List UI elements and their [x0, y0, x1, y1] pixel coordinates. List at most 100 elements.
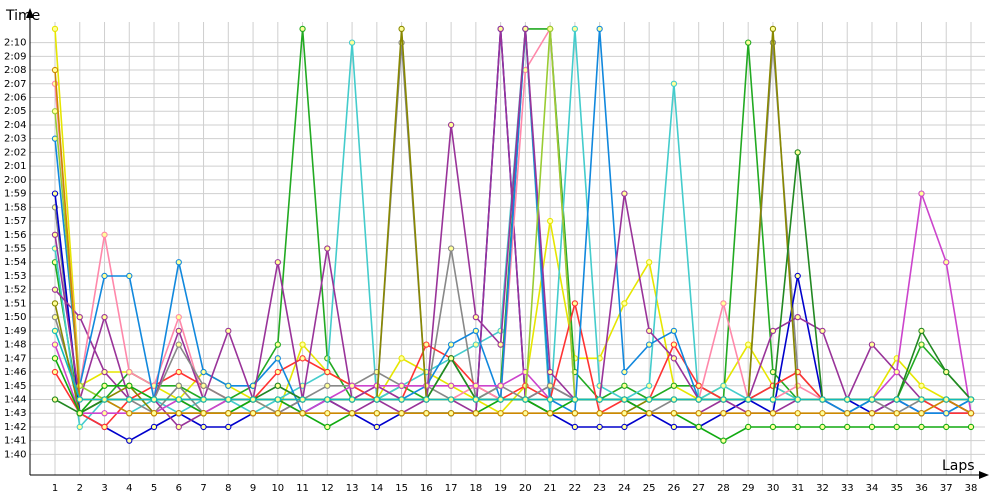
x-tick-label: 27 [692, 483, 705, 494]
data-point [299, 25, 306, 33]
x-tick-label: 36 [915, 483, 928, 494]
data-point [126, 368, 133, 376]
data-point [126, 272, 133, 280]
y-tick-label: 1:43 [4, 408, 26, 419]
data-point [348, 39, 356, 46]
data-point [571, 423, 579, 431]
data-point [769, 327, 777, 335]
data-point [868, 396, 876, 403]
data-point [695, 410, 702, 417]
y-tick-label: 1:42 [4, 422, 26, 433]
x-tick-label: 37 [940, 483, 953, 494]
data-point [51, 327, 59, 335]
x-tick-label: 14 [370, 483, 383, 494]
data-point [175, 341, 182, 348]
data-point [522, 410, 529, 417]
data-point [225, 327, 232, 335]
data-point [571, 410, 579, 417]
data-point [447, 396, 455, 403]
x-tick-label: 13 [346, 483, 359, 494]
x-tick-label: 22 [569, 483, 582, 494]
data-point [918, 341, 925, 348]
data-point [423, 396, 430, 403]
data-point [943, 368, 950, 376]
data-point [51, 355, 59, 362]
data-point [918, 396, 925, 403]
y-tick-label: 2:06 [4, 93, 26, 104]
data-point [745, 396, 752, 403]
x-tick-label: 19 [494, 483, 507, 494]
data-point [695, 382, 702, 389]
data-point [398, 355, 405, 362]
x-tick-label: 4 [126, 483, 132, 494]
data-point [646, 259, 653, 266]
data-point [472, 327, 480, 335]
data-point [299, 355, 306, 362]
y-tick-label: 1:57 [4, 216, 26, 227]
data-point [324, 368, 331, 376]
data-point [51, 190, 59, 197]
data-point [943, 259, 950, 266]
data-point [274, 355, 281, 362]
x-tick-label: 20 [519, 483, 532, 494]
data-point [274, 341, 281, 348]
data-point [274, 368, 281, 376]
data-point [497, 382, 504, 389]
data-point [200, 410, 207, 417]
x-tick-label: 23 [593, 483, 606, 494]
data-point [299, 341, 306, 348]
y-tick-label: 1:55 [4, 244, 26, 255]
data-point [695, 396, 702, 403]
x-tick-label: 1 [52, 483, 58, 494]
data-point [844, 396, 851, 403]
x-tick-label: 15 [395, 483, 408, 494]
data-point [101, 231, 108, 238]
x-tick-label: 30 [767, 483, 780, 494]
data-point [51, 341, 59, 348]
data-point [274, 396, 281, 403]
data-point [646, 382, 653, 389]
y-axis-arrow [26, 8, 34, 18]
y-tick-label: 1:48 [4, 340, 26, 351]
data-point [447, 410, 455, 417]
data-point [522, 396, 529, 403]
y-tick-label: 2:00 [4, 175, 26, 186]
data-point [893, 368, 900, 376]
data-point [621, 190, 628, 197]
y-tick-label: 1:53 [4, 271, 26, 282]
x-tick-label: 32 [816, 483, 829, 494]
x-tick-label: 28 [717, 483, 730, 494]
data-point [918, 410, 925, 417]
y-tick-labels: 1:40 1:41 1:42 1:43 1:44 1:45 1:46 1:47 1:48 1:49… [4, 38, 26, 461]
data-point [200, 423, 207, 431]
data-point [794, 313, 801, 321]
x-tick-label: 18 [469, 483, 482, 494]
y-axis-title: Time [5, 8, 40, 24]
data-point [918, 327, 925, 335]
data-point [621, 382, 628, 389]
data-point [348, 382, 356, 389]
y-tick-label: 1:59 [4, 189, 26, 200]
data-point [200, 396, 207, 403]
data-point [150, 423, 158, 431]
data-point [670, 410, 678, 417]
data-point [51, 368, 59, 376]
data-point [324, 410, 331, 417]
data-point [324, 245, 331, 252]
data-point [150, 410, 158, 417]
data-point [324, 423, 331, 431]
y-tick-label: 2:10 [4, 38, 26, 49]
data-point [794, 396, 801, 403]
data-point [51, 313, 59, 321]
data-point [868, 410, 876, 417]
data-point [51, 66, 59, 74]
data-point [175, 259, 182, 266]
data-point [571, 300, 579, 307]
x-tick-label: 9 [250, 483, 256, 494]
data-point [868, 423, 876, 431]
data-point [596, 396, 603, 403]
data-point [175, 327, 182, 335]
data-point [348, 396, 356, 403]
data-point [249, 396, 257, 403]
